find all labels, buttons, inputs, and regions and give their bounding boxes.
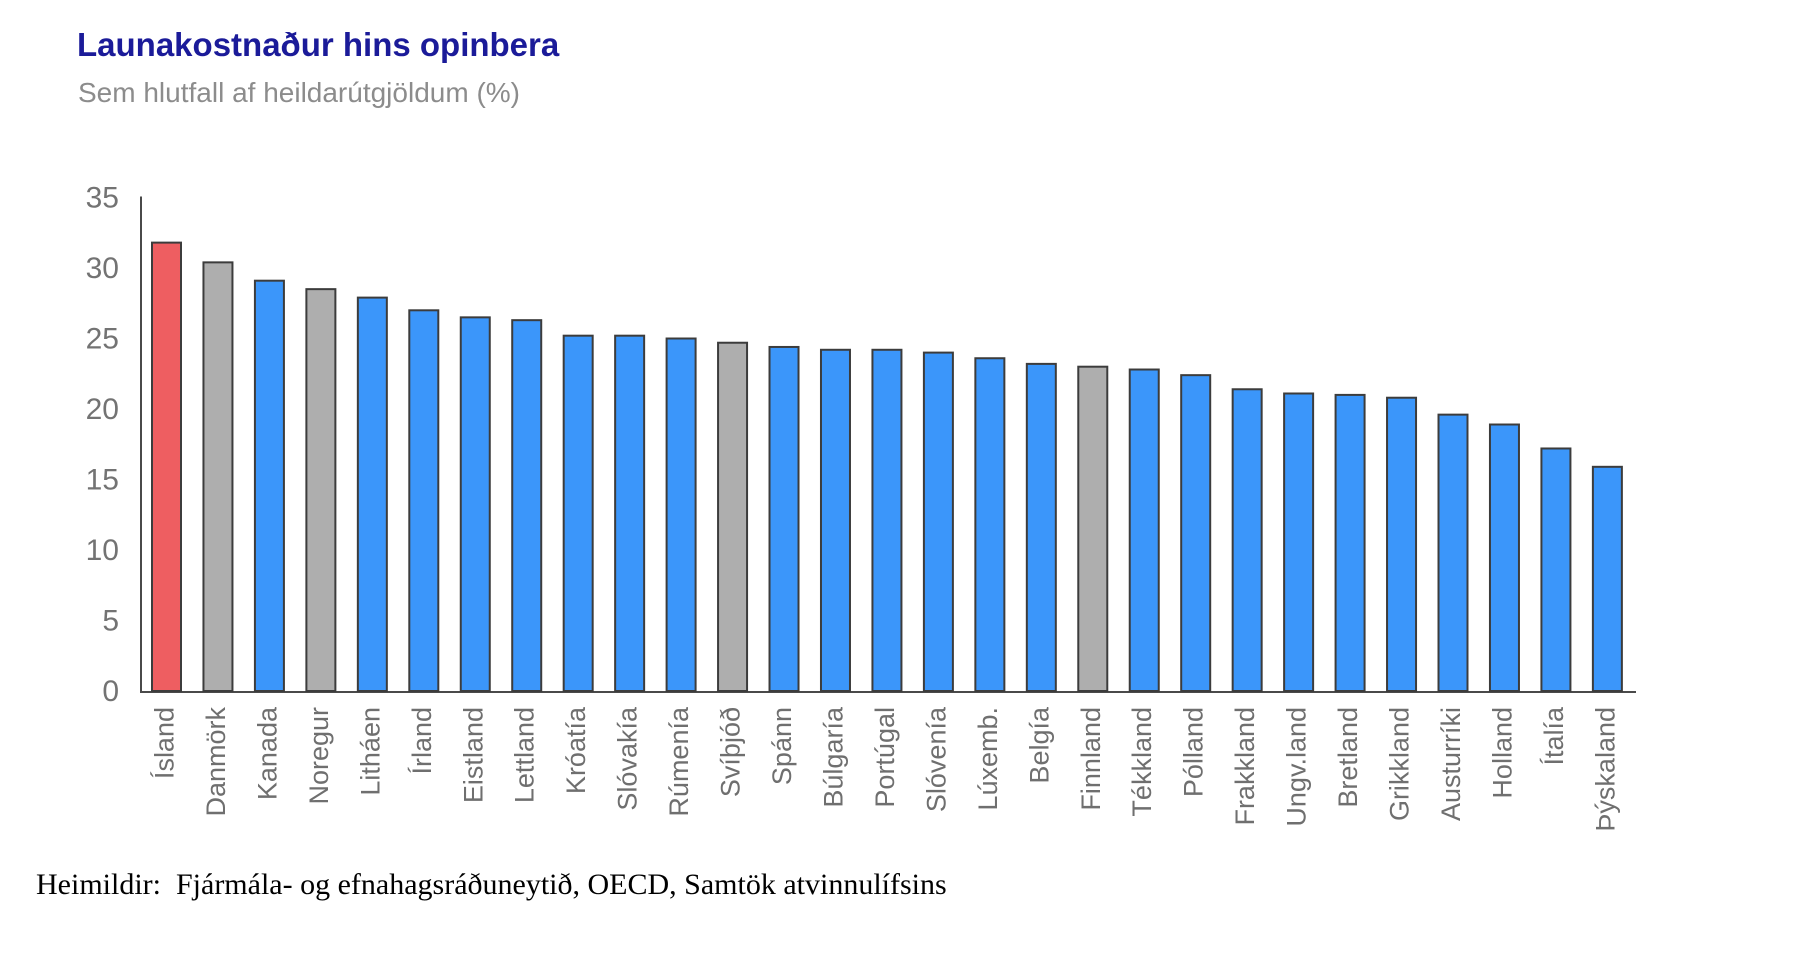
- x-category-label-pólland: Pólland: [1179, 707, 1209, 797]
- x-category-label-grikkland: Grikkland: [1385, 707, 1415, 821]
- y-tick-label-15: 15: [86, 464, 119, 497]
- bar-eistland: [459, 316, 491, 692]
- x-category-label-búlgaría: Búlgaría: [818, 706, 848, 808]
- y-tick-label-10: 10: [86, 534, 119, 567]
- bar-ísland: [151, 241, 182, 692]
- x-category-label-litháen: Litháen: [355, 707, 385, 796]
- source-note: Heimildir: Fjármála- og efnahagsráðuneyt…: [36, 868, 947, 901]
- bar-króatía: [562, 334, 594, 692]
- x-category-label-tékkland: Tékkland: [1127, 707, 1157, 817]
- bar-finnland: [1077, 365, 1109, 692]
- bar-búlgaría: [819, 348, 851, 692]
- y-tick-label-25: 25: [86, 323, 119, 356]
- bar-þýskaland: [1591, 465, 1623, 692]
- x-category-label-kanada: Kanada: [252, 706, 282, 800]
- y-tick-label-0: 0: [102, 675, 119, 708]
- bar-litháen: [356, 296, 388, 692]
- x-category-label-belgía: Belgía: [1024, 706, 1054, 784]
- x-category-label-króatía: Króatía: [561, 706, 591, 794]
- bar-ítalía: [1540, 447, 1572, 693]
- bar-bretland: [1334, 393, 1366, 692]
- y-tick-label-5: 5: [102, 605, 119, 638]
- bar-tékkland: [1128, 368, 1160, 692]
- x-category-label-svíþjóð: Svíþjóð: [716, 707, 746, 797]
- bar-lettland: [511, 319, 543, 692]
- bar-portúgal: [871, 348, 903, 692]
- x-category-label-frakkland: Frakkland: [1230, 707, 1260, 826]
- y-tick-label-20: 20: [86, 393, 119, 426]
- bar-írland: [408, 309, 440, 692]
- x-category-label-bretland: Bretland: [1333, 707, 1363, 808]
- x-category-label-ítalía: Ítalía: [1539, 706, 1569, 766]
- x-category-label-austurríki: Austurríki: [1436, 707, 1466, 821]
- bar-kanada: [253, 279, 285, 692]
- bar-grikkland: [1386, 396, 1418, 692]
- bar-danmörk: [202, 261, 234, 692]
- x-category-label-finnland: Finnland: [1076, 707, 1106, 811]
- x-category-label-ísland: Ísland: [150, 707, 180, 779]
- bar-spánn: [768, 345, 800, 692]
- x-category-label-slóvenía: Slóvenía: [921, 706, 951, 812]
- bar-pólland: [1180, 374, 1212, 692]
- x-category-label-slóvakía: Slóvakía: [613, 706, 643, 811]
- x-category-label-danmörk: Danmörk: [201, 707, 231, 817]
- bar-slóvakía: [614, 334, 646, 692]
- chart-subtitle: Sem hlutfall af heildarútgjöldum (%): [78, 77, 520, 108]
- bar-ungv.land: [1283, 392, 1315, 692]
- bar-holland: [1488, 423, 1520, 692]
- bar-belgía: [1025, 362, 1057, 692]
- chart-title: Launakostnaður hins opinbera: [77, 26, 560, 63]
- x-category-label-lúxemb.: Lúxemb.: [973, 707, 1003, 811]
- x-category-label-eistland: Eistland: [458, 707, 488, 803]
- x-category-label-írland: Írland: [407, 707, 437, 775]
- x-category-label-noregur: Noregur: [304, 707, 334, 805]
- bar-lúxemb.: [974, 357, 1006, 692]
- bar-slóvenía: [922, 351, 954, 692]
- x-category-label-þýskaland: Þýskaland: [1590, 707, 1620, 832]
- x-category-label-ungv.land: Ungv.land: [1282, 707, 1312, 827]
- x-category-label-lettland: Lettland: [510, 707, 540, 803]
- bar-rúmenía: [665, 337, 697, 692]
- y-tick-label-30: 30: [86, 252, 119, 285]
- bar-austurríki: [1437, 413, 1469, 692]
- bar-svíþjóð: [717, 341, 749, 692]
- x-category-label-holland: Holland: [1487, 707, 1517, 799]
- x-category-label-portúgal: Portúgal: [870, 707, 900, 808]
- x-category-label-rúmenía: Rúmenía: [664, 706, 694, 817]
- y-tick-label-35: 35: [86, 182, 119, 215]
- bar-frakkland: [1231, 388, 1263, 692]
- bar-noregur: [305, 288, 337, 692]
- x-category-label-spánn: Spánn: [767, 707, 797, 785]
